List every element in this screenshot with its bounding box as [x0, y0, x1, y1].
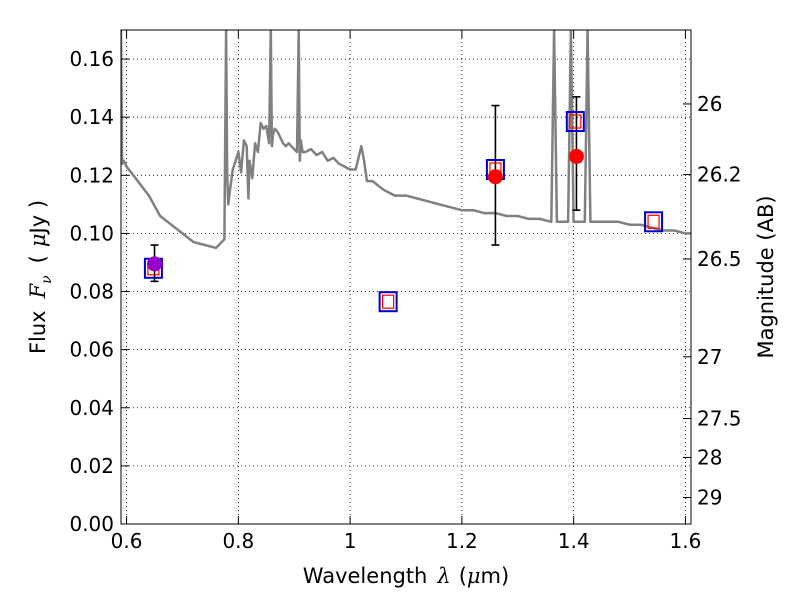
y-tick-label: 0.04 — [69, 396, 114, 420]
y-tick-label: 0.08 — [69, 280, 114, 304]
model-photometry-box — [644, 211, 664, 233]
y-tick-label: 0.02 — [69, 454, 114, 478]
model-photometry-box-inner — [569, 114, 582, 129]
x-axis-label: Wavelength λ (μm) — [303, 564, 509, 588]
y2-tick-label: 26.2 — [697, 163, 742, 187]
plot-frame — [120, 29, 692, 525]
y-tick-label: 0.00 — [69, 512, 114, 536]
observed-point — [487, 169, 503, 185]
y-tick-label: 0.14 — [69, 105, 114, 129]
y2-axis-label: Magnitude (AB) — [754, 195, 778, 358]
y-tick-labels: 0.00 0.02 0.04 0.06 0.08 0.10 0.12 0.14 0.16 — [69, 47, 114, 536]
observed-points-layer — [147, 148, 584, 272]
y2-tick-label: 27 — [697, 345, 722, 369]
model-photometry-box-inner — [382, 294, 395, 309]
observed-point — [568, 148, 584, 164]
model-spectrum-line — [121, 30, 691, 250]
x-tick-labels: 0.6 0.8 1 1.2 1.4 1.6 — [111, 529, 702, 553]
x-tick-label: 1 — [344, 529, 357, 553]
y-tick-label: 0.06 — [69, 338, 114, 362]
y-axis-label: FluxFν(μJy ) — [26, 200, 55, 354]
errorbar-layer — [150, 96, 581, 283]
x-tick-label: 1.6 — [670, 529, 702, 553]
grid — [121, 30, 691, 525]
model-photometry-box-inner — [647, 214, 660, 229]
y2-tick-label: 27.5 — [697, 406, 742, 430]
y2-tick-label: 26.5 — [697, 247, 742, 271]
y2-tick-labels: 26 26.2 26.5 27 27.5 28 29 — [697, 92, 742, 510]
y-tick-label: 0.12 — [69, 163, 114, 187]
model-photometry-box — [565, 111, 585, 133]
x-tick-label: 1.4 — [558, 529, 590, 553]
y2-tick-label: 26 — [697, 92, 722, 116]
model-spectrum-layer — [121, 30, 691, 250]
x-tick-label: 0.6 — [111, 529, 143, 553]
observed-point — [147, 256, 163, 272]
y-tick-label: 0.10 — [69, 221, 114, 245]
y2-tick-label: 29 — [697, 485, 722, 509]
axis-ticks — [121, 30, 691, 525]
y-tick-label: 0.16 — [69, 47, 114, 71]
model-photometry-box — [378, 291, 398, 313]
x-tick-label: 0.8 — [222, 529, 254, 553]
y2-tick-label: 28 — [697, 445, 722, 469]
x-tick-label: 1.2 — [446, 529, 478, 553]
